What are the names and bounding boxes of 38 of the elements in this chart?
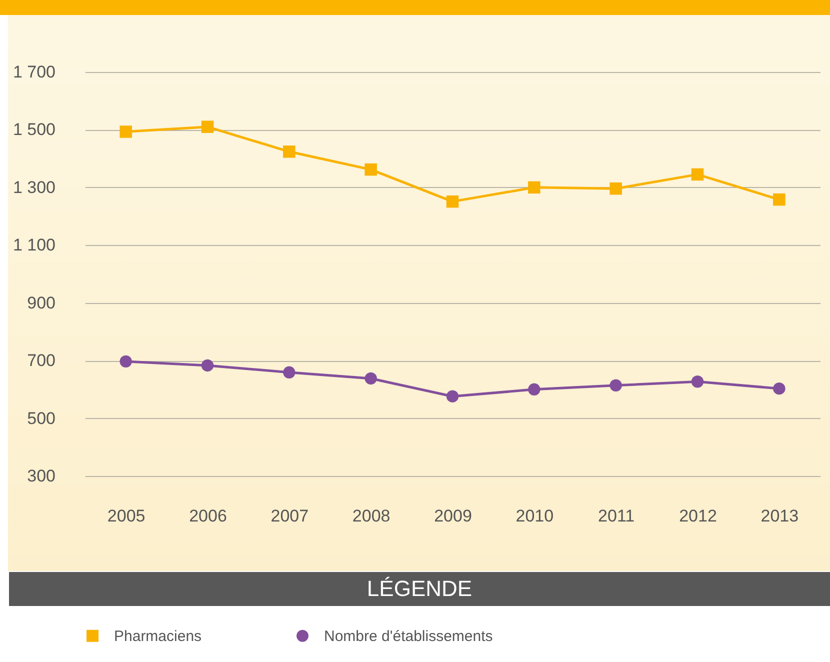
x-tick-label: 2009 <box>434 506 472 526</box>
legend-title: LÉGENDE <box>9 572 830 606</box>
y-tick-label: 1 500 <box>12 120 56 140</box>
legend-label: Nombre d'établissements <box>324 628 493 645</box>
x-tick-label: 2012 <box>679 506 717 526</box>
y-tick-label: 300 <box>27 466 56 486</box>
point <box>691 168 704 181</box>
x-tick-label: 2011 <box>598 506 635 526</box>
point <box>528 383 540 396</box>
y-tick-label: 900 <box>27 293 56 312</box>
point <box>446 390 459 402</box>
point <box>610 379 622 392</box>
point <box>283 366 296 379</box>
point <box>364 372 377 385</box>
point <box>120 355 132 368</box>
point <box>201 359 214 372</box>
point <box>120 126 132 138</box>
y-tick-label: 1 300 <box>12 178 56 197</box>
point <box>364 163 377 176</box>
x-tick-label: 2007 <box>270 506 309 526</box>
y-tick-label: 1 700 <box>12 62 56 82</box>
x-tick-label: 2013 <box>760 506 799 526</box>
point <box>610 182 622 195</box>
legend-label: Pharmaciens <box>114 628 202 645</box>
point <box>691 376 704 388</box>
x-tick-label: 2006 <box>189 506 227 526</box>
x-tick-label: 2008 <box>352 506 390 526</box>
point <box>446 195 459 208</box>
y-tick-label: 700 <box>27 351 56 370</box>
point <box>773 193 786 206</box>
y-tick-label: 1 100 <box>12 236 56 255</box>
point <box>283 146 296 158</box>
x-tick-label: 2005 <box>107 506 146 526</box>
y-tick-label: 500 <box>27 408 56 428</box>
point <box>528 181 540 194</box>
point <box>201 120 214 133</box>
x-tick-label: 2010 <box>516 506 554 526</box>
point <box>773 382 786 395</box>
